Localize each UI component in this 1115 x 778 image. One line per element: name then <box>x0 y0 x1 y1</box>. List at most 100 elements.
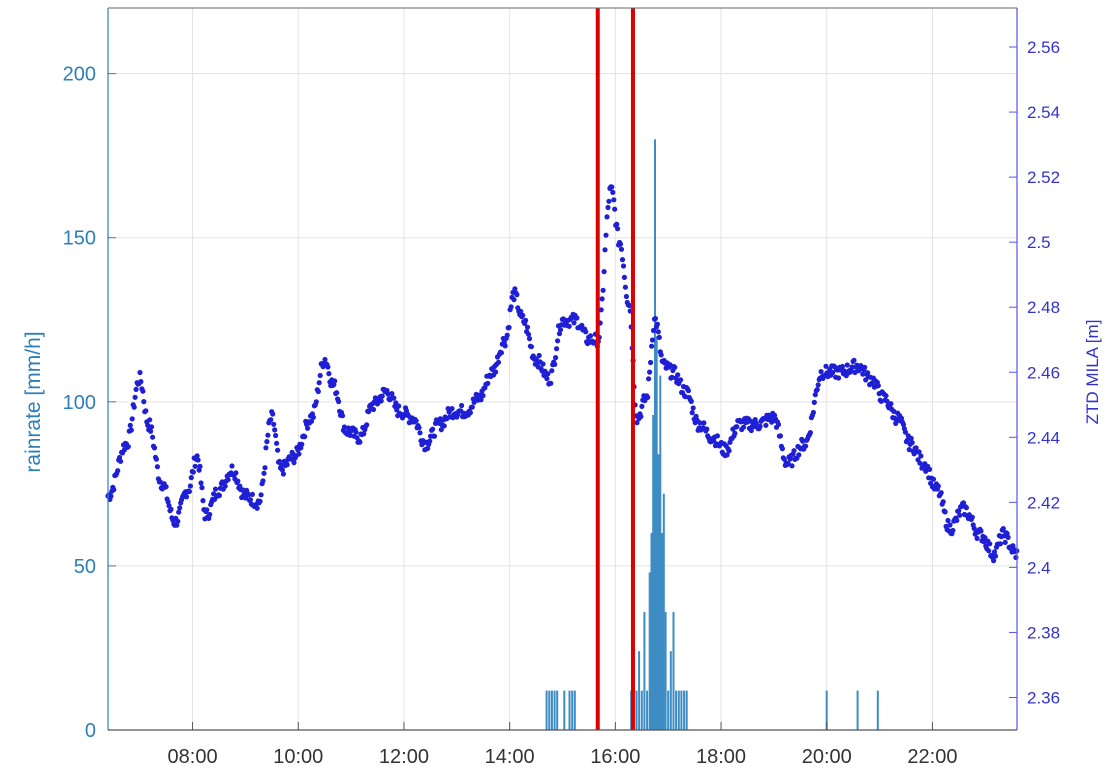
ztd-point <box>385 391 391 397</box>
ztd-point <box>353 429 359 435</box>
x-tick-label: 16:00 <box>590 746 640 768</box>
ztd-point <box>260 478 266 484</box>
ztd-point <box>273 432 279 439</box>
ztd-point <box>138 379 144 385</box>
ztd-point <box>545 371 551 377</box>
ztd-point <box>187 483 193 489</box>
ztd-point <box>249 491 255 497</box>
ztd-point <box>137 369 143 376</box>
ztd-point <box>689 410 695 416</box>
y-right-tick-label: 2.46 <box>1027 363 1060 382</box>
ztd-point <box>796 452 802 458</box>
ztd-point <box>133 386 139 392</box>
ztd-point <box>197 463 203 469</box>
ztd-point <box>714 433 721 439</box>
ztd-point <box>917 460 923 466</box>
ztd-point <box>785 460 791 467</box>
ztd-point <box>986 548 992 554</box>
x-tick-label: 18:00 <box>696 746 746 768</box>
ztd-point <box>233 470 239 476</box>
ztd-point <box>904 437 910 443</box>
ztd-point <box>814 387 820 393</box>
ztd-point <box>504 332 510 338</box>
ztd-point <box>336 398 342 405</box>
ztd-point <box>652 315 659 322</box>
ztd-point <box>378 398 384 404</box>
ztd-point <box>263 445 269 451</box>
ztd-point <box>701 420 707 426</box>
ztd-point <box>157 479 163 485</box>
ztd-point <box>812 392 818 398</box>
ztd-point <box>200 498 206 504</box>
ztd-point <box>111 487 117 493</box>
rain-bar <box>646 690 649 730</box>
ztd-point <box>603 232 609 238</box>
ztd-point <box>605 204 611 211</box>
ztd-point <box>296 451 302 457</box>
y-axis-label-right: ZTD MILA [m] <box>1083 320 1102 425</box>
ztd-point <box>669 374 675 380</box>
ztd-point <box>129 416 135 422</box>
ztd-point <box>571 320 577 326</box>
ztd-point <box>194 453 200 459</box>
ztd-point <box>533 356 539 362</box>
ztd-point <box>364 422 370 428</box>
ztd-point <box>512 286 518 292</box>
ztd-point <box>884 398 890 404</box>
ztd-point <box>654 321 661 327</box>
rain-bar <box>664 611 667 730</box>
rain-bar <box>667 690 670 730</box>
ztd-point <box>583 329 589 335</box>
ztd-point <box>672 364 678 370</box>
ztd-point <box>469 404 475 410</box>
ztd-point <box>557 327 564 333</box>
ztd-point <box>389 391 395 397</box>
rain-bar <box>556 690 559 730</box>
ztd-point <box>940 499 946 505</box>
ztd-point <box>257 498 263 504</box>
ztd-point <box>830 369 836 376</box>
ztd-point <box>198 480 204 486</box>
ztd-point <box>930 476 937 482</box>
ztd-point <box>299 441 305 447</box>
ztd-point <box>441 423 447 429</box>
rain-bar <box>662 493 665 730</box>
ztd-point <box>602 247 608 253</box>
rain-bar <box>675 690 678 730</box>
y-right-tick-label: 2.38 <box>1027 623 1060 642</box>
ztd-point <box>734 424 740 430</box>
ztd-point <box>621 274 628 280</box>
ztd-point <box>598 307 604 313</box>
ztd-point <box>176 509 182 515</box>
ztd-point <box>528 344 535 350</box>
ztd-point <box>610 189 616 195</box>
ztd-point <box>1013 554 1019 561</box>
ztd-point <box>807 430 814 436</box>
ztd-point <box>978 528 984 534</box>
ztd-point <box>275 447 281 453</box>
rain-bar <box>553 690 556 730</box>
ztd-point <box>852 369 858 376</box>
ztd-point <box>883 393 889 399</box>
grid <box>108 8 1017 730</box>
ztd-point <box>947 522 953 528</box>
ztd-point <box>391 395 397 401</box>
ztd-point <box>810 409 817 416</box>
ztd-point <box>916 449 922 455</box>
ztd-point <box>849 364 855 370</box>
ztd-point <box>417 430 423 436</box>
ztd-point <box>508 304 514 310</box>
y-right-tick-label: 2.42 <box>1027 493 1060 512</box>
ztd-point <box>149 424 155 430</box>
ztd-point <box>274 440 280 446</box>
ztd-point <box>261 470 267 476</box>
y-right-tick-label: 2.5 <box>1027 233 1051 252</box>
ztd-point <box>579 322 585 328</box>
ztd-point <box>525 331 532 337</box>
ztd-point <box>148 428 154 434</box>
ztd-point <box>839 363 846 370</box>
rain-bar <box>573 690 576 730</box>
ztd-point <box>310 414 316 420</box>
ztd-point <box>555 338 561 344</box>
ztd-point <box>553 355 559 361</box>
